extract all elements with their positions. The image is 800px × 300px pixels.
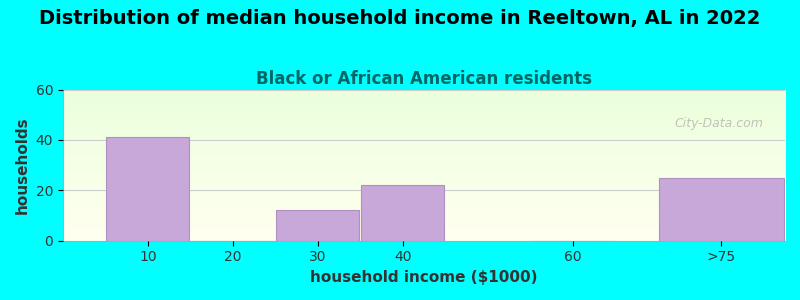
Y-axis label: households: households	[15, 116, 30, 214]
Bar	[361, 185, 444, 241]
Title: Black or African American residents: Black or African American residents	[256, 70, 592, 88]
Bar	[106, 137, 190, 241]
Bar	[276, 211, 359, 241]
Bar	[659, 178, 784, 241]
Text: City-Data.com: City-Data.com	[674, 117, 763, 130]
Text: Distribution of median household income in Reeltown, AL in 2022: Distribution of median household income …	[39, 9, 761, 28]
X-axis label: household income ($1000): household income ($1000)	[310, 270, 538, 285]
